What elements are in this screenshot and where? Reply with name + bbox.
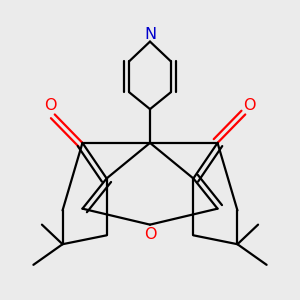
- Text: O: O: [144, 227, 156, 242]
- Text: N: N: [144, 27, 156, 42]
- Text: O: O: [44, 98, 57, 113]
- Text: O: O: [243, 98, 256, 113]
